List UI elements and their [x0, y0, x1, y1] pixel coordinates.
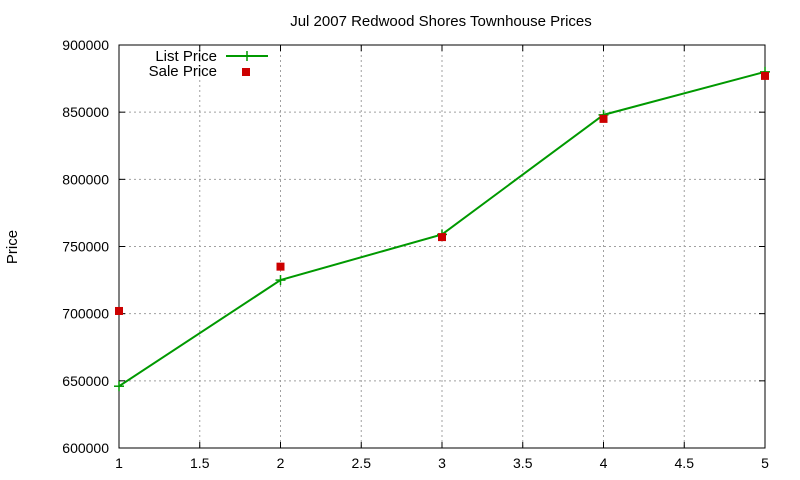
data-point	[115, 306, 123, 315]
data-point	[438, 233, 446, 242]
legend-label: Sale Price	[149, 63, 217, 80]
x-tick-label: 4	[600, 455, 608, 471]
x-tick-label: 3.5	[513, 455, 533, 471]
chart-title: Jul 2007 Redwood Shores Townhouse Prices	[290, 13, 592, 30]
x-tick-label: 3	[438, 455, 446, 471]
x-tick-label: 5	[761, 455, 769, 471]
series-sale-price	[115, 71, 769, 315]
data-point	[275, 275, 286, 286]
x-tick-label: 1.5	[190, 455, 210, 471]
y-tick-label: 600000	[62, 440, 109, 456]
y-tick-label: 750000	[62, 239, 109, 255]
y-tick-label: 700000	[62, 306, 109, 322]
data-point	[276, 262, 285, 271]
x-tick-label: 2	[277, 455, 285, 471]
series-line	[118, 70, 766, 388]
y-axis-label: Price	[4, 230, 21, 264]
x-tick-label: 1	[115, 455, 123, 471]
y-tick-label: 650000	[62, 373, 109, 389]
y-tick-label: 850000	[62, 104, 109, 120]
series-layer	[114, 66, 770, 392]
x-tick-label: 2.5	[352, 455, 372, 471]
y-tick-label: 800000	[62, 171, 109, 187]
x-axis-ticks: 1 1.5 2 2.5 3 3.5 4 4.5 5	[115, 45, 769, 471]
legend-swatch-marker	[242, 68, 250, 76]
data-point	[114, 381, 124, 392]
grid	[119, 45, 765, 448]
x-tick-label: 4.5	[675, 455, 695, 471]
legend-label: List Price	[155, 48, 217, 65]
data-point	[599, 114, 608, 123]
plot-frame	[118, 44, 766, 449]
data-point	[761, 71, 769, 80]
legend-swatch-marker	[242, 51, 252, 61]
y-tick-label: 900000	[62, 37, 109, 53]
